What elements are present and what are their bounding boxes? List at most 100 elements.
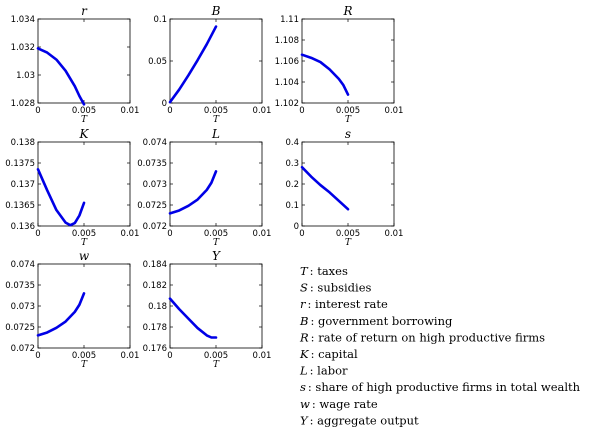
x-tick-label: 0	[35, 106, 40, 116]
panel-title: B	[211, 4, 221, 18]
x-tick-label: 0.005	[336, 106, 360, 116]
chart-panels: 0 0.005 0.01 1.028 1.03 1.032 1.034 r T 0 0.005 0.0…	[5, 4, 403, 370]
panel-title: w	[79, 249, 90, 263]
y-tick-label: 0.182	[143, 281, 167, 291]
x-tick-label: 0	[167, 106, 172, 116]
x-axis-label: T	[345, 115, 352, 125]
x-tick-label: 0.005	[72, 229, 96, 239]
series-line	[168, 170, 218, 215]
x-tick-label: 0.005	[204, 106, 228, 116]
y-tick-label: 0	[294, 222, 299, 232]
y-tick-label: 0.1	[285, 201, 299, 211]
y-tick-label: 0.138	[11, 138, 35, 148]
k-chart: 0 0.005 0.01 0.136 0.1365 0.137 0.1375 0.138 K T	[5, 127, 139, 248]
b-chart: 0 0.005 0.01 0 0.05 0.1 B T	[148, 4, 271, 125]
y-tick-label: 0.0725	[137, 201, 167, 211]
r-chart: 0 0.005 0.01 1.028 1.03 1.032 1.034 r T	[11, 4, 140, 125]
panel-title: Y	[212, 249, 221, 263]
y-tick-label: 0.3	[285, 159, 299, 169]
legend-item: w: wage rate	[300, 397, 378, 411]
y-tick-label: 0.4	[285, 138, 299, 148]
x-tick-label: 0.005	[336, 229, 360, 239]
x-tick-label: 0.005	[204, 229, 228, 239]
legend-item: T: taxes	[300, 264, 348, 278]
series-line	[300, 165, 350, 211]
x-tick-label: 0.01	[385, 229, 404, 239]
legend-item: K: capital	[299, 347, 358, 361]
x-axis-label: T	[81, 360, 88, 370]
plot-frame	[301, 141, 395, 227]
y-tick-label: 0.2	[285, 180, 299, 190]
series-line	[168, 297, 218, 339]
legend-item: S: subsidies	[300, 281, 372, 295]
x-tick-label: 0.005	[72, 351, 96, 361]
x-tick-label: 0.01	[385, 106, 404, 116]
plot-frame	[169, 141, 263, 227]
series-line	[36, 168, 86, 227]
y-tick-label: 0.074	[143, 138, 167, 148]
y-tick-label: 0.18	[148, 302, 167, 312]
series-line	[36, 47, 86, 106]
x-axis-label: T	[81, 238, 88, 248]
x-tick-label: 0.005	[204, 351, 228, 361]
y-tick-label: 0.073	[143, 180, 167, 190]
big-r-chart: 0 0.005 0.01 1.102 1.104 1.106 1.108 1.11 R T	[275, 4, 404, 125]
series-line	[36, 292, 86, 337]
y-tick-label: 0.184	[143, 260, 167, 270]
x-tick-label: 0.01	[121, 351, 140, 361]
y-tick-label: 0.05	[148, 57, 167, 67]
legend-item: R: rate of return on high productive fir…	[299, 330, 545, 344]
w-chart: 0 0.005 0.01 0.072 0.0725 0.073 0.0735 0.074 w T	[5, 249, 139, 370]
x-tick-label: 0.005	[72, 106, 96, 116]
plot-frame	[169, 263, 263, 349]
x-tick-label: 0	[35, 229, 40, 239]
x-axis-label: T	[213, 115, 220, 125]
y-tick-label: 0.176	[143, 344, 167, 354]
y-tick-label: 1.032	[11, 43, 35, 53]
x-axis-label: T	[213, 360, 220, 370]
y-tick-label: 0.072	[143, 222, 167, 232]
x-tick-label: 0	[35, 351, 40, 361]
y-tick-label: 1.108	[275, 36, 299, 46]
y-tick-label: 1.03	[16, 71, 35, 81]
panel-title: s	[345, 127, 351, 141]
plot-frame	[37, 263, 131, 349]
legend-item: s: share of high productive firms in tot…	[300, 380, 581, 394]
y-tick-label: 0.1375	[5, 159, 35, 169]
y-tick-label: 0.0725	[5, 323, 35, 333]
y-tick-label: 0.072	[11, 344, 35, 354]
s-chart: 0 0.005 0.01 0 0.1 0.2 0.3 0.4 s T	[285, 127, 403, 248]
legend: T: taxes S: subsidies r: interest rate B…	[299, 264, 581, 427]
x-tick-label: 0	[299, 106, 304, 116]
x-axis-label: T	[81, 115, 88, 125]
y-tick-label: 1.11	[280, 15, 299, 25]
plot-frame	[37, 141, 131, 227]
legend-item: B: government borrowing	[299, 314, 453, 328]
y-tick-label: 0.136	[11, 222, 35, 232]
y-tick-label: 0.0735	[5, 281, 35, 291]
y-tick-label: 0.073	[11, 302, 35, 312]
y-tick-label: 1.028	[11, 99, 35, 109]
x-tick-label: 0	[167, 229, 172, 239]
x-tick-label: 0	[299, 229, 304, 239]
y-tick-label: 0.1365	[5, 201, 35, 211]
series-line	[300, 53, 350, 96]
x-tick-label: 0.01	[253, 229, 272, 239]
x-tick-label: 0.01	[121, 106, 140, 116]
y-tick-label: 0.137	[11, 180, 35, 190]
y-chart: 0 0.005 0.01 0.176 0.178 0.18 0.182 0.184 Y T	[143, 249, 272, 370]
y-tick-label: 0.074	[11, 260, 35, 270]
series-line	[168, 25, 218, 104]
legend-item: Y: aggregate output	[300, 413, 419, 427]
plot-frame	[37, 18, 131, 104]
panel-title: L	[211, 127, 220, 141]
panel-title: r	[81, 4, 88, 18]
x-tick-label: 0.01	[253, 351, 272, 361]
panel-title: R	[342, 4, 352, 18]
y-tick-label: 1.106	[275, 57, 299, 67]
y-tick-label: 0	[162, 99, 167, 109]
y-tick-label: 1.102	[275, 99, 299, 109]
y-tick-label: 0.0735	[137, 159, 167, 169]
x-tick-label: 0.01	[253, 106, 272, 116]
plot-frame	[169, 18, 263, 104]
